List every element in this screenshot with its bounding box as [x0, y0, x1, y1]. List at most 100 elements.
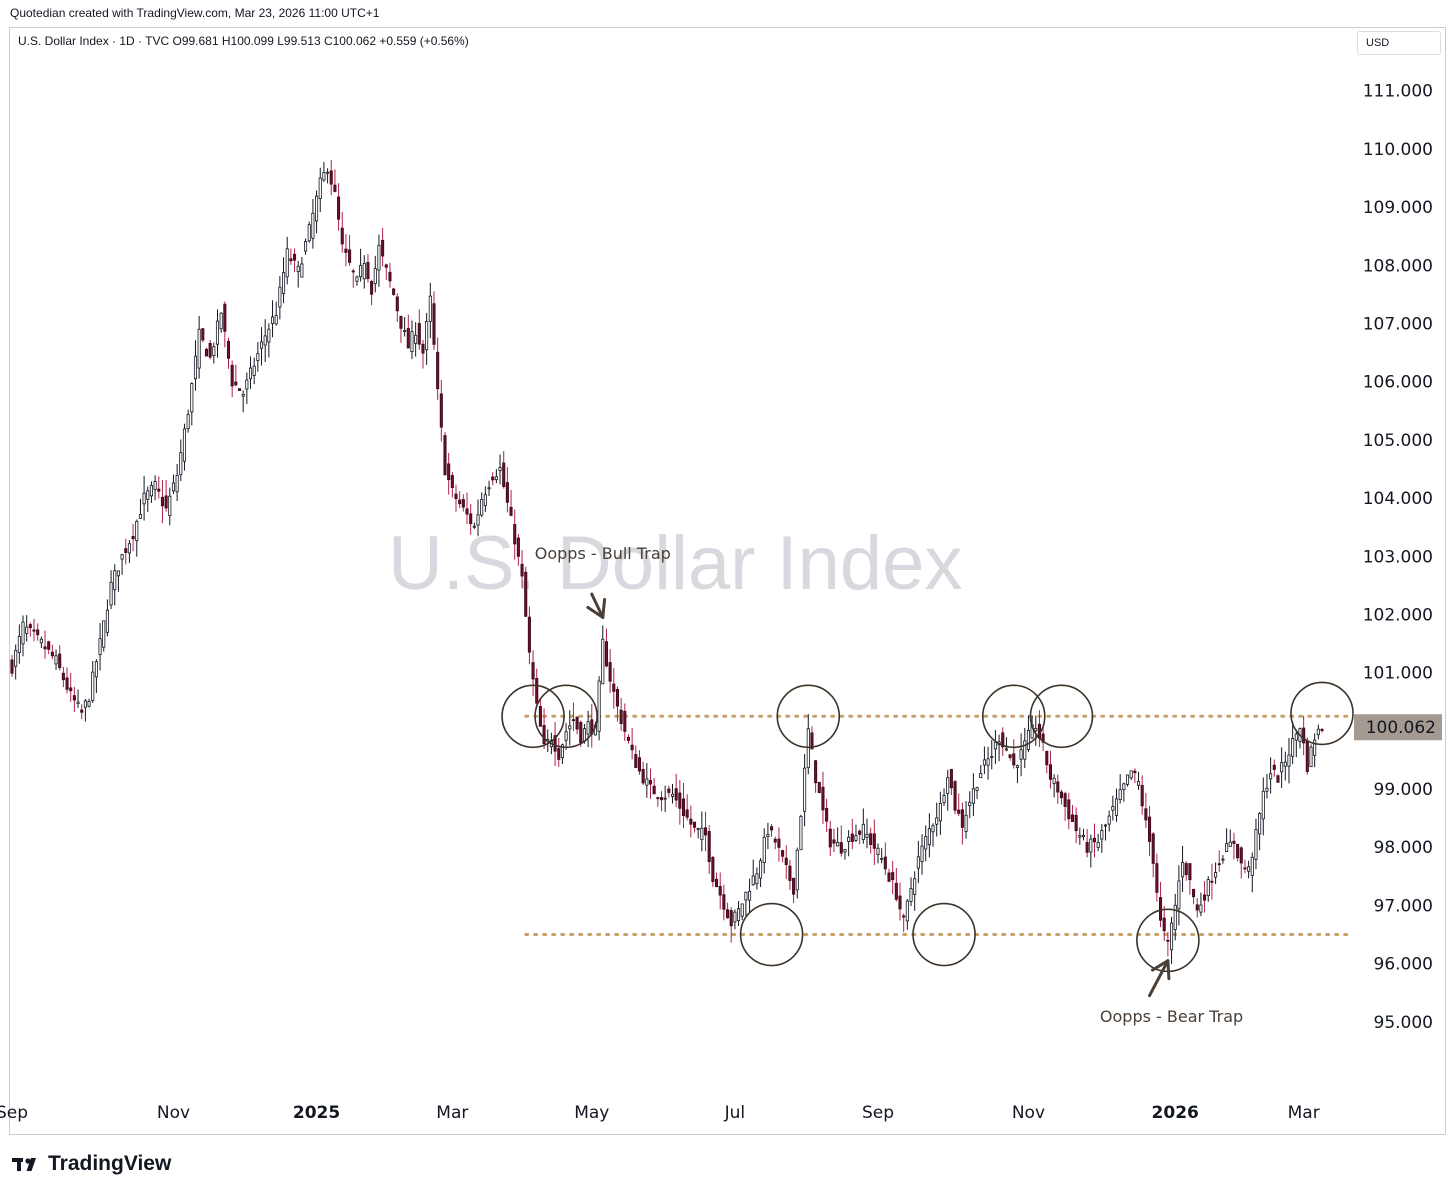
candle-body	[76, 701, 80, 704]
candle	[891, 861, 895, 895]
candle-body	[127, 543, 131, 554]
candle-body	[560, 744, 564, 758]
candle-body	[1103, 824, 1108, 827]
candle	[1243, 859, 1247, 874]
candle-body	[898, 895, 902, 910]
candle	[337, 183, 341, 231]
candle-body	[10, 659, 14, 674]
candle-body	[1129, 770, 1133, 779]
candle	[1034, 715, 1038, 746]
annotation-arrowhead	[1150, 959, 1170, 972]
candle-body	[637, 757, 642, 772]
candle-body	[274, 315, 278, 325]
candle-body	[366, 261, 370, 280]
candle-body	[1085, 842, 1089, 853]
candle-body	[707, 831, 711, 863]
candle	[204, 347, 209, 357]
candle-body	[1291, 738, 1295, 757]
candle-body	[718, 886, 722, 896]
candle	[259, 327, 264, 366]
candle	[300, 257, 304, 278]
candle	[1247, 860, 1251, 879]
candle-body	[927, 828, 931, 846]
candle	[656, 796, 660, 807]
candle-body	[1078, 835, 1082, 838]
candle-body	[1221, 858, 1225, 861]
candle	[729, 907, 733, 943]
candle-body	[153, 481, 157, 490]
candle	[153, 475, 157, 501]
candle-body	[792, 877, 796, 895]
candle	[876, 843, 880, 864]
candle	[601, 625, 605, 685]
highlight-circle	[739, 902, 804, 967]
candle	[1067, 792, 1071, 830]
candle	[645, 763, 649, 798]
candle-body	[553, 735, 557, 752]
candle	[25, 615, 29, 642]
candle-body	[1019, 749, 1023, 760]
candle-body	[828, 828, 832, 848]
candle-body	[847, 836, 851, 842]
candle	[865, 818, 869, 849]
candle-body	[91, 671, 95, 701]
candle-body	[98, 638, 102, 656]
candle	[480, 492, 484, 518]
candle	[505, 467, 509, 513]
candle	[450, 471, 454, 498]
candle	[685, 794, 689, 821]
candle-body	[1225, 843, 1229, 852]
candle-body	[480, 499, 484, 516]
candle	[116, 570, 120, 592]
candle-body	[913, 878, 917, 895]
candle	[542, 708, 546, 750]
candle-body	[1181, 862, 1185, 878]
candle	[428, 282, 432, 339]
candle	[17, 624, 21, 664]
candle	[898, 882, 902, 921]
candle	[1166, 931, 1170, 957]
y-tick-label: 108.000	[1363, 256, 1433, 276]
candle-body	[36, 629, 40, 636]
candle	[938, 791, 942, 835]
tradingview-logo[interactable]: TradingView	[12, 1152, 171, 1176]
tradingview-brand: TradingView	[48, 1152, 172, 1175]
candle-body	[1258, 813, 1262, 835]
last-price-box	[1354, 714, 1442, 741]
annotation-arrowhead	[586, 605, 605, 619]
x-tick-label: Sep	[0, 1103, 28, 1123]
candle-body	[296, 265, 300, 272]
candle-body	[370, 281, 374, 295]
currency-selector[interactable]: USD	[1357, 31, 1441, 55]
candle	[689, 805, 693, 838]
y-tick-label: 99.000	[1374, 780, 1433, 800]
candle-body	[109, 581, 113, 606]
candle-body	[1125, 774, 1130, 785]
candle-body	[568, 725, 572, 730]
candle-body	[946, 777, 950, 794]
candle	[234, 364, 238, 387]
candle-body	[784, 857, 788, 866]
candle	[403, 317, 407, 337]
candle	[69, 672, 73, 702]
candle-body	[381, 239, 385, 257]
candle-body	[69, 687, 73, 692]
candle-body	[142, 492, 146, 505]
y-tick-label: 111.000	[1363, 82, 1433, 102]
candle	[670, 783, 675, 804]
candle	[340, 212, 344, 253]
candle-body	[259, 341, 264, 349]
candle	[359, 248, 363, 282]
candle	[326, 168, 330, 184]
candle	[964, 800, 968, 839]
candle	[458, 491, 462, 508]
candle-body	[373, 268, 377, 284]
candle	[634, 745, 638, 769]
candle	[421, 339, 425, 369]
candle	[105, 599, 109, 637]
candle	[1052, 774, 1056, 798]
candle	[920, 834, 924, 875]
candle-body	[168, 495, 172, 517]
candle-body	[377, 244, 381, 271]
